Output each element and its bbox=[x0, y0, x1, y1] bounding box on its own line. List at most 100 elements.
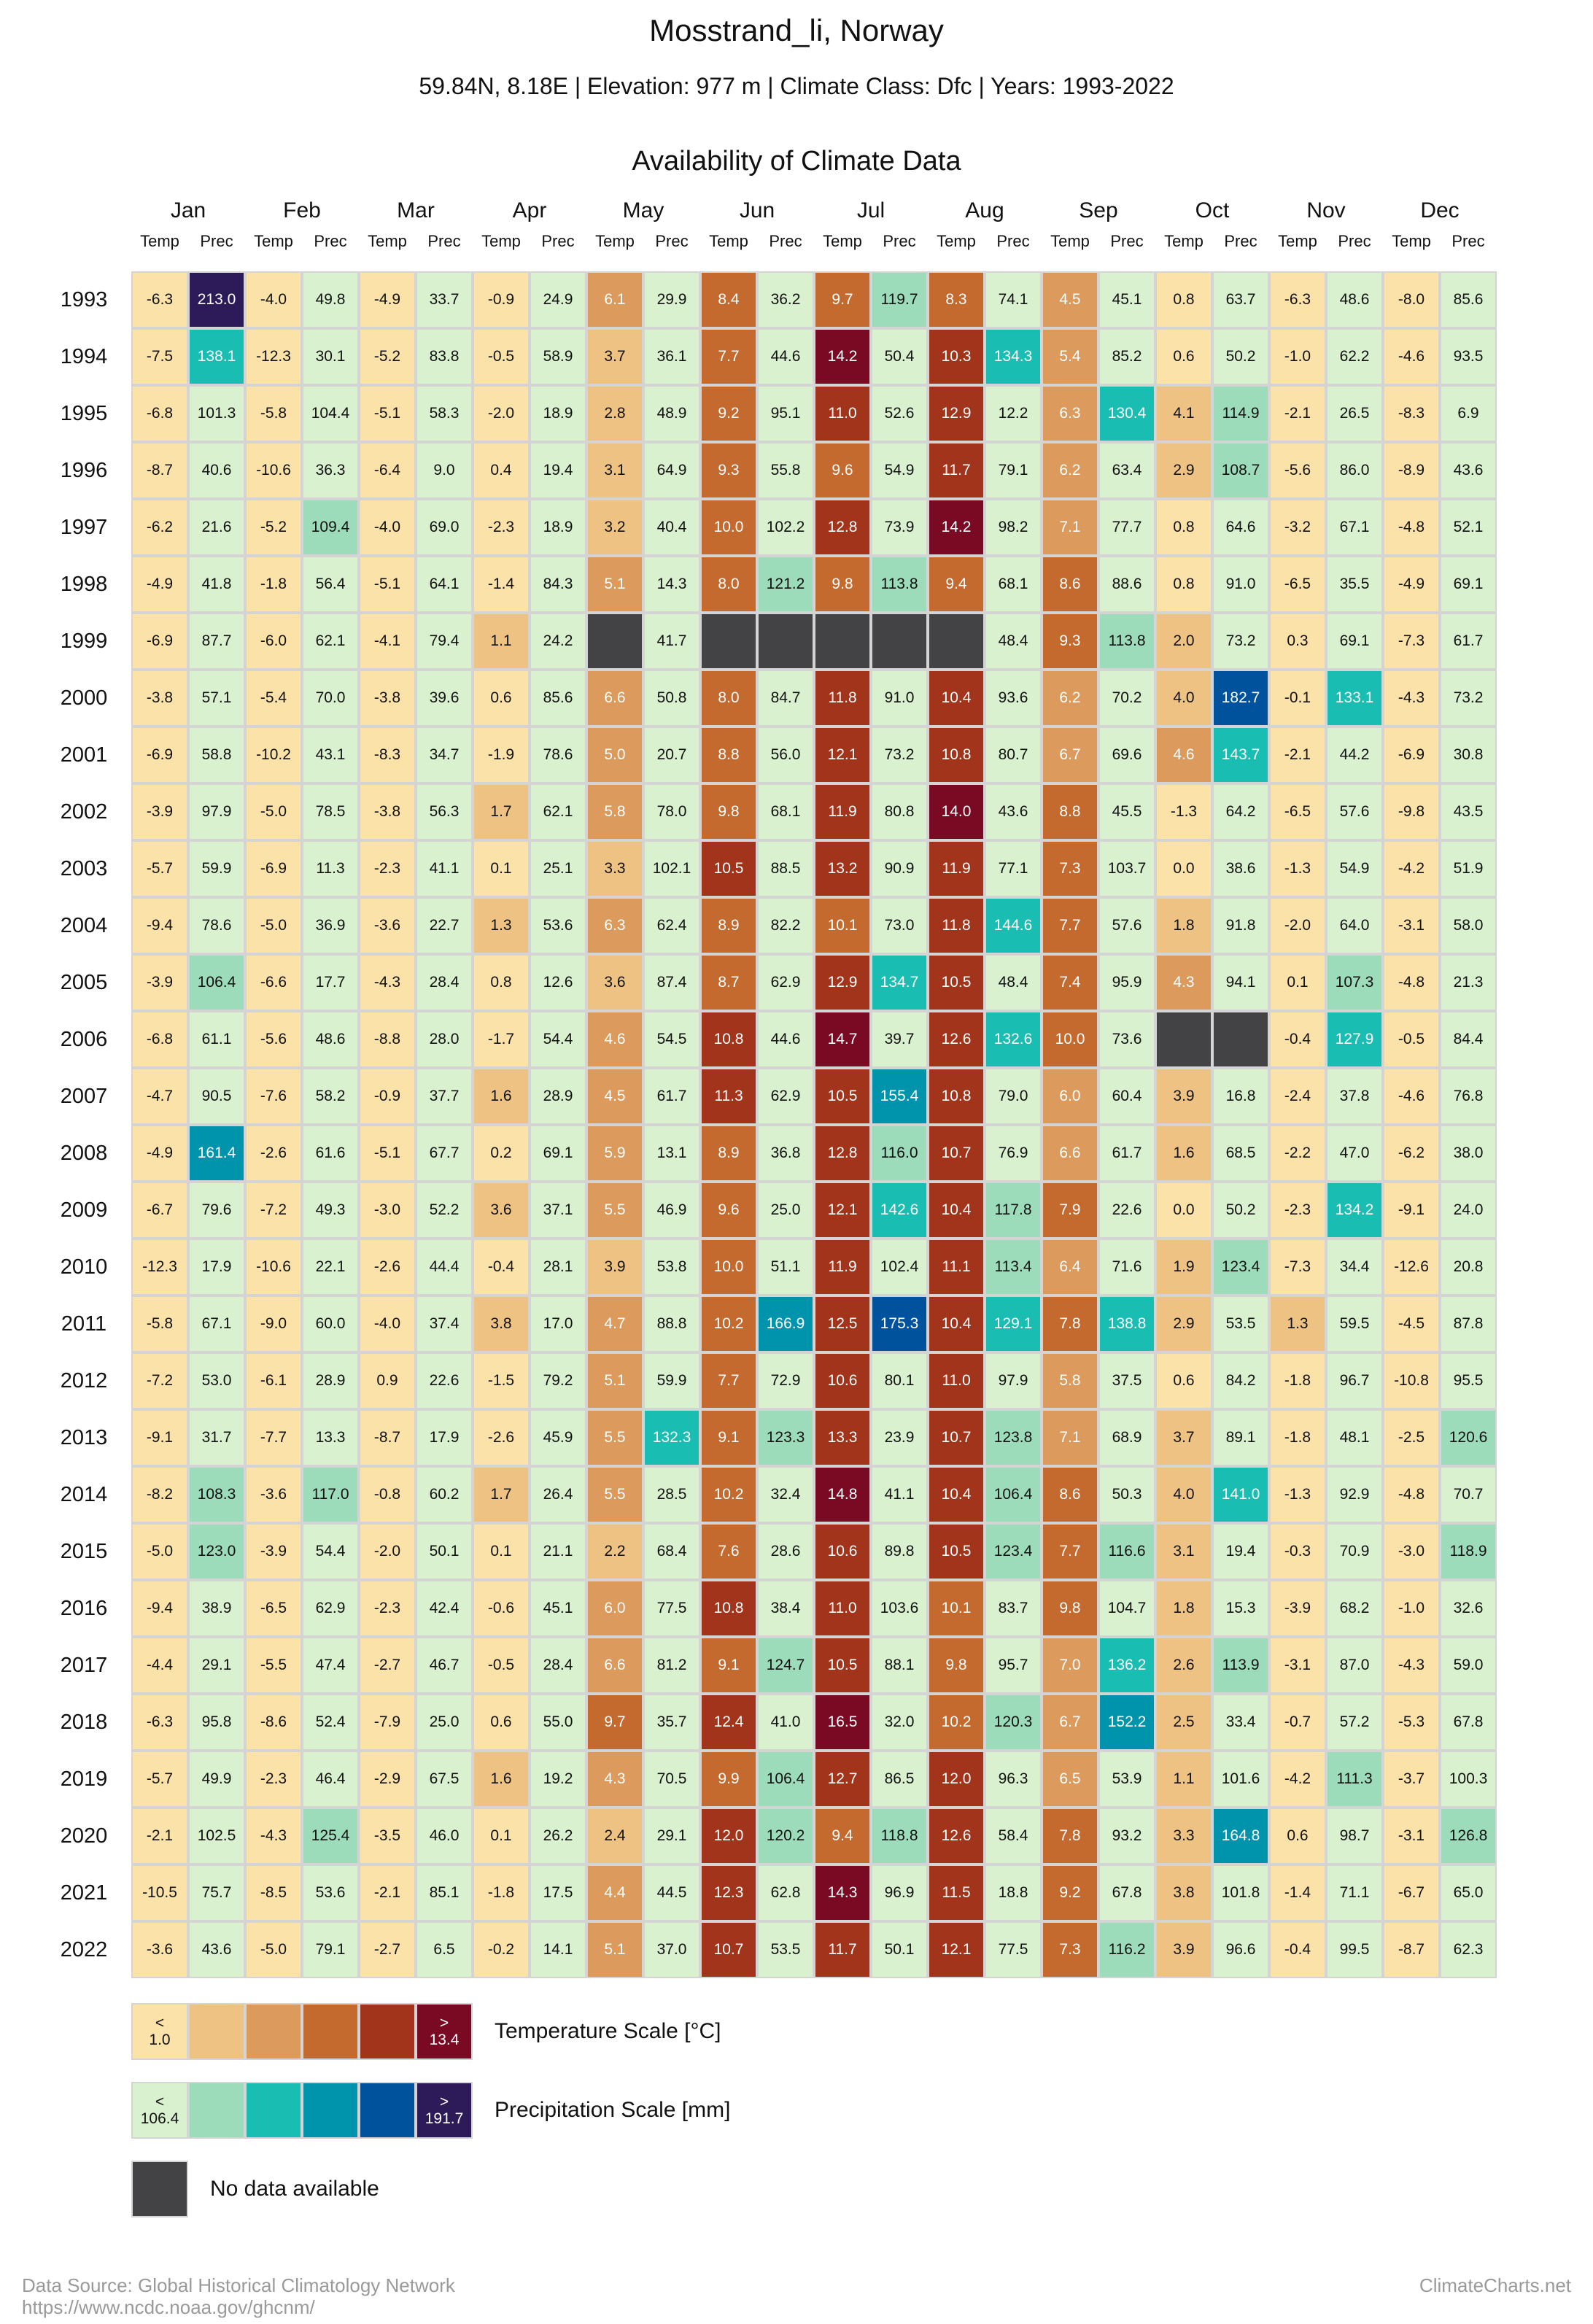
column-label-prec: Prec bbox=[1110, 232, 1144, 250]
temp-cell bbox=[1155, 1011, 1212, 1068]
prec-cell: 88.1 bbox=[871, 1637, 928, 1694]
prec-cell: 88.8 bbox=[643, 1295, 700, 1352]
temp-cell: 4.6 bbox=[1155, 727, 1212, 783]
prec-cell: 113.9 bbox=[1212, 1637, 1269, 1694]
temp-cell: 7.7 bbox=[700, 1352, 757, 1409]
temp-cell: 10.4 bbox=[928, 1295, 985, 1352]
prec-cell: 97.9 bbox=[985, 1352, 1042, 1409]
prec-cell: 17.0 bbox=[530, 1295, 586, 1352]
prec-cell: 44.2 bbox=[1326, 727, 1383, 783]
precipitation-legend-swatch bbox=[245, 2082, 302, 2139]
prec-cell: 46.4 bbox=[302, 1751, 359, 1808]
temp-cell: 5.5 bbox=[586, 1466, 643, 1523]
prec-cell: 130.4 bbox=[1098, 385, 1155, 442]
temp-cell: -8.7 bbox=[1383, 1921, 1440, 1978]
prec-cell: 39.6 bbox=[416, 670, 473, 727]
prec-cell: 101.8 bbox=[1212, 1864, 1269, 1921]
temp-cell: -6.3 bbox=[1269, 271, 1326, 328]
temp-cell: 5.0 bbox=[586, 727, 643, 783]
prec-cell: 30.8 bbox=[1440, 727, 1497, 783]
temp-cell: 3.7 bbox=[1155, 1409, 1212, 1466]
prec-cell: 53.5 bbox=[1212, 1295, 1269, 1352]
prec-cell: 71.6 bbox=[1098, 1239, 1155, 1295]
prec-cell: 59.5 bbox=[1326, 1295, 1383, 1352]
temp-cell: 1.6 bbox=[473, 1068, 530, 1125]
temp-cell: 1.8 bbox=[1155, 1580, 1212, 1637]
temp-cell: 9.7 bbox=[814, 271, 871, 328]
prec-cell: 58.3 bbox=[416, 385, 473, 442]
temp-cell: 4.0 bbox=[1155, 1466, 1212, 1523]
prec-cell: 106.4 bbox=[188, 954, 245, 1011]
temp-cell: -1.8 bbox=[473, 1864, 530, 1921]
prec-cell: 78.6 bbox=[188, 897, 245, 954]
year-label: 2022 bbox=[60, 1938, 108, 1961]
temp-cell: 5.8 bbox=[586, 783, 643, 840]
temp-cell: -0.6 bbox=[473, 1580, 530, 1637]
prec-cell: 89.1 bbox=[1212, 1409, 1269, 1466]
temp-cell: -10.6 bbox=[245, 442, 302, 499]
prec-cell: 13.3 bbox=[302, 1409, 359, 1466]
temp-cell: 9.7 bbox=[586, 1694, 643, 1751]
prec-cell: 120.6 bbox=[1440, 1409, 1497, 1466]
prec-cell: 35.7 bbox=[643, 1694, 700, 1751]
prec-cell: 40.4 bbox=[643, 499, 700, 556]
prec-cell: 49.8 bbox=[302, 271, 359, 328]
prec-cell: 37.7 bbox=[416, 1068, 473, 1125]
year-label: 1993 bbox=[60, 288, 108, 311]
prec-cell: 38.9 bbox=[188, 1580, 245, 1637]
prec-cell: 29.1 bbox=[643, 1808, 700, 1864]
prec-cell: 33.4 bbox=[1212, 1694, 1269, 1751]
prec-cell: 36.1 bbox=[643, 328, 700, 385]
prec-cell: 43.6 bbox=[985, 783, 1042, 840]
temp-cell: -1.4 bbox=[473, 556, 530, 613]
prec-cell: 77.1 bbox=[985, 840, 1042, 897]
prec-cell: 70.7 bbox=[1440, 1466, 1497, 1523]
prec-cell: 104.7 bbox=[1098, 1580, 1155, 1637]
temp-cell: -1.3 bbox=[1155, 783, 1212, 840]
temp-cell: 4.3 bbox=[1155, 954, 1212, 1011]
temp-cell: 8.0 bbox=[700, 670, 757, 727]
prec-cell: 57.6 bbox=[1098, 897, 1155, 954]
temp-cell: -3.0 bbox=[359, 1182, 416, 1239]
prec-cell: 50.1 bbox=[416, 1523, 473, 1580]
temp-cell: -1.8 bbox=[245, 556, 302, 613]
column-label-temp: Temp bbox=[937, 232, 976, 250]
prec-cell: 73.2 bbox=[1440, 670, 1497, 727]
temp-cell: -8.0 bbox=[1383, 271, 1440, 328]
temp-cell: -2.3 bbox=[473, 499, 530, 556]
temp-cell: -1.7 bbox=[473, 1011, 530, 1068]
temp-cell: 14.0 bbox=[928, 783, 985, 840]
temp-cell: 3.8 bbox=[1155, 1864, 1212, 1921]
temp-cell: -8.3 bbox=[359, 727, 416, 783]
prec-cell: 94.1 bbox=[1212, 954, 1269, 1011]
prec-cell: 143.7 bbox=[1212, 727, 1269, 783]
temp-cell: 0.6 bbox=[1155, 1352, 1212, 1409]
temp-cell: 2.9 bbox=[1155, 1295, 1212, 1352]
year-label: 2011 bbox=[61, 1312, 107, 1336]
temp-cell: 2.9 bbox=[1155, 442, 1212, 499]
temp-cell: -3.9 bbox=[1269, 1580, 1326, 1637]
column-label-temp: Temp bbox=[254, 232, 293, 250]
temp-cell: 11.7 bbox=[928, 442, 985, 499]
temp-cell: -0.9 bbox=[359, 1068, 416, 1125]
prec-cell: 17.9 bbox=[188, 1239, 245, 1295]
prec-cell: 124.7 bbox=[757, 1637, 814, 1694]
prec-cell: 69.1 bbox=[1326, 613, 1383, 670]
prec-cell: 120.3 bbox=[985, 1694, 1042, 1751]
temp-cell: -10.5 bbox=[131, 1864, 188, 1921]
prec-cell: 19.2 bbox=[530, 1751, 586, 1808]
prec-cell: 118.8 bbox=[871, 1808, 928, 1864]
month-label: Oct bbox=[1195, 198, 1230, 222]
prec-cell: 41.7 bbox=[643, 613, 700, 670]
temp-cell: 0.1 bbox=[473, 1808, 530, 1864]
temp-cell: 3.6 bbox=[586, 954, 643, 1011]
temp-cell: 8.8 bbox=[1042, 783, 1098, 840]
prec-cell: 34.7 bbox=[416, 727, 473, 783]
temp-cell: -0.4 bbox=[1269, 1011, 1326, 1068]
prec-cell: 19.4 bbox=[1212, 1523, 1269, 1580]
prec-cell: 70.0 bbox=[302, 670, 359, 727]
prec-cell: 37.5 bbox=[1098, 1352, 1155, 1409]
column-label-temp: Temp bbox=[1278, 232, 1317, 250]
prec-cell: 58.4 bbox=[985, 1808, 1042, 1864]
prec-cell: 95.1 bbox=[757, 385, 814, 442]
